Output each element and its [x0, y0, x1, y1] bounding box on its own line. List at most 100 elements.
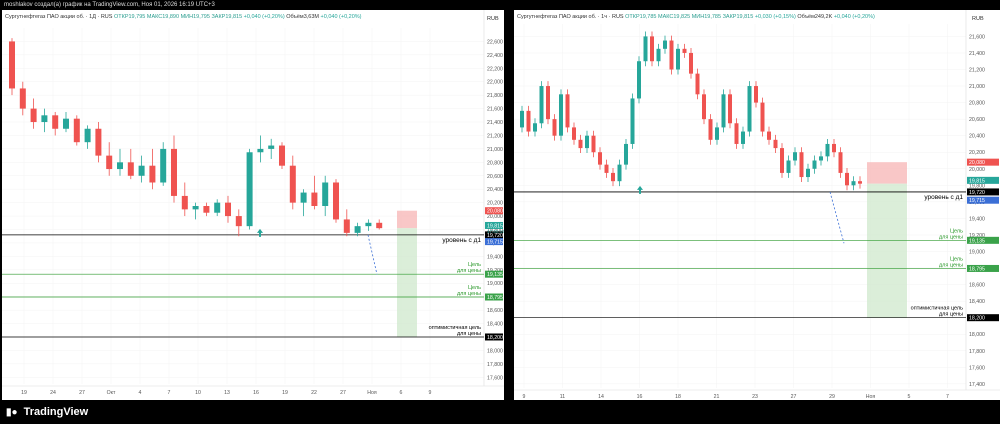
candle-body — [257, 148, 264, 153]
hourly-price-chart[interactable]: 21,600 21,400 21,200 21,000 20,800 20,600 20,4… — [514, 10, 1000, 400]
volume-change: +0,040 (+0,20%) — [320, 14, 362, 20]
target-label: для цены — [457, 268, 481, 274]
candle-body — [819, 156, 823, 161]
tradingview-logo[interactable]: ▮● TradingView — [6, 406, 88, 418]
candle-body — [149, 165, 156, 183]
x-tick-label: 13 — [224, 390, 230, 396]
up-arrow-icon — [257, 228, 263, 237]
symbol-name: Сургутнефтегаз ПАО акции об. · 1Д · RUS — [5, 14, 113, 20]
x-tick-label: 5 — [908, 394, 911, 400]
candle-body — [106, 155, 113, 170]
target-label: для цены — [457, 331, 481, 337]
target-price-text: 18,200 — [487, 335, 503, 341]
target-label: для цены — [939, 312, 963, 318]
y-tick-label: 21,400 — [487, 120, 503, 126]
hourly-chart-panel[interactable]: Сургутнефтегаз ПАО акции об. · 1ч · RUS … — [514, 10, 1000, 400]
y-tick-label: 18,400 — [969, 299, 985, 305]
volume-value: Объём249,2K — [797, 14, 833, 20]
x-tick-label: 29 — [829, 394, 835, 400]
target-zone — [867, 183, 907, 318]
y-tick-label: 21,400 — [969, 51, 985, 57]
candle-body — [73, 118, 80, 143]
y-tick-label: 20,200 — [487, 201, 503, 207]
candle-body — [203, 206, 210, 213]
x-tick-label: 24 — [50, 390, 56, 396]
candle-body — [773, 139, 778, 149]
high-value: МАКС19,890 — [146, 14, 180, 20]
candle-body — [160, 148, 167, 183]
x-tick-label: 11 — [560, 394, 565, 400]
last-price-badge-text: 19,815 — [487, 223, 503, 229]
y-tick-label: 19,200 — [969, 233, 985, 239]
candle-body — [838, 152, 843, 173]
y-tick-label: 20,400 — [969, 134, 985, 140]
volume-value: Объём3,63M — [286, 14, 319, 20]
y-tick-label: 20,600 — [487, 174, 503, 180]
last-price-badge — [967, 176, 999, 184]
footer-bar: ▮● TradingView — [0, 400, 1000, 424]
x-tick-label: 10 — [195, 390, 201, 396]
y-tick-label: 20,800 — [969, 101, 985, 107]
y-tick-label: 21,600 — [487, 107, 503, 113]
target-label: Цель — [950, 228, 963, 234]
countdown-text: 17:00:19 — [487, 229, 504, 234]
candle-body — [246, 152, 253, 227]
target-price-text: 18,795 — [969, 266, 985, 272]
y-tick-label: 20,800 — [487, 160, 503, 166]
candle-body — [624, 143, 628, 165]
target-price-badge — [485, 333, 503, 341]
y-tick-label: 18,000 — [487, 348, 503, 354]
target-price-text: 19,135 — [969, 238, 985, 244]
target-label: оптимистичная цель — [911, 306, 963, 312]
candle-body — [214, 202, 221, 213]
candle-body — [520, 110, 524, 128]
daily-price-chart[interactable]: 22,600 22,400 22,200 22,000 21,800 21,600 21,4… — [2, 10, 504, 400]
candle-body — [333, 182, 339, 220]
y-tick-label: 20,000 — [487, 214, 503, 220]
blue-price-badge-text: 19,715 — [487, 240, 503, 246]
projection-arrow — [367, 234, 378, 275]
target-label: Цель — [950, 256, 963, 262]
candle-body — [617, 164, 622, 182]
candle-body — [585, 135, 589, 149]
target-label: Цель — [468, 262, 481, 268]
x-tick-label: 27 — [340, 390, 346, 396]
candle-body — [84, 128, 91, 143]
candle-body — [533, 123, 537, 132]
target-label: Цель — [468, 285, 481, 291]
x-tick-label: 19 — [282, 390, 288, 396]
change-value: +0,030 (+0,15%) — [754, 14, 796, 20]
candle-body — [799, 152, 804, 178]
candle-body — [767, 131, 771, 140]
target-label: оптимистичная цель — [429, 325, 481, 331]
candle-body — [127, 162, 134, 176]
candle-body — [63, 118, 69, 129]
candle-body — [225, 202, 231, 217]
target-label: для цены — [457, 291, 481, 297]
y-tick-label: 17,800 — [969, 349, 985, 355]
y-tick-label: 17,600 — [969, 365, 985, 371]
y-tick-label: 19,800 — [969, 183, 985, 189]
daily-chart-panel[interactable]: Сургутнефтегаз ПАО акции об. · 1Д · RUS … — [2, 10, 504, 400]
level-price-badge-text: 19,720 — [969, 190, 985, 196]
stop-zone — [397, 210, 417, 229]
candle-body — [643, 36, 648, 62]
symbol-header: Сургутнефтегаз ПАО акции об. · 1ч · RUS … — [517, 14, 875, 20]
x-tick-label: 23 — [752, 394, 758, 400]
y-tick-label: 19,000 — [969, 250, 985, 256]
y-tick-label: 21,800 — [487, 93, 503, 99]
y-tick-label: 19,400 — [969, 216, 985, 222]
candle-body — [41, 115, 48, 123]
candle-body — [676, 48, 680, 70]
candle-body — [682, 48, 687, 53]
target-price-text: 19,135 — [487, 272, 503, 278]
logo-text: TradingView — [23, 406, 89, 418]
y-tick-label: 17,600 — [487, 375, 503, 381]
stop-price-badge — [485, 207, 503, 215]
low-value: МИН19,795 — [180, 14, 210, 20]
target-zone — [397, 228, 417, 337]
candle-body — [611, 172, 615, 182]
candle-body — [526, 110, 531, 132]
target-price-badge — [485, 270, 503, 278]
candle-body — [760, 102, 765, 132]
